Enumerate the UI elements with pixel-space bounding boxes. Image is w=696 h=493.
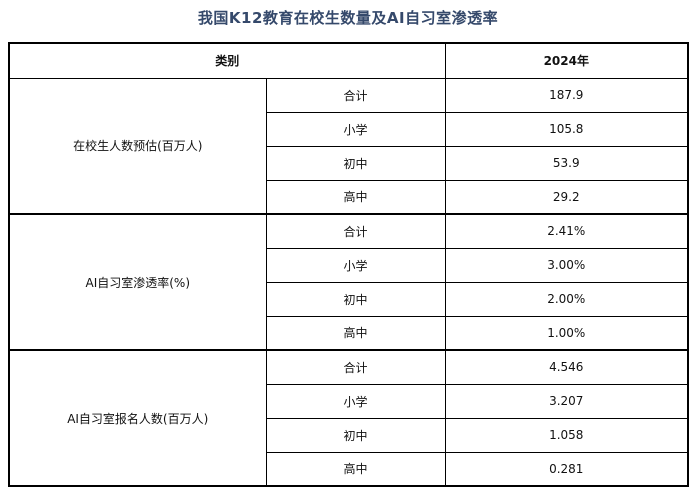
row-label-cell: 合计 [265, 213, 446, 249]
table-row: AI自习室报名人数(百万人) 合计 4.546 [8, 349, 689, 487]
table-row: 高中 29.2 [9, 179, 689, 215]
row-label-cell: 初中 [265, 417, 446, 453]
row-value-cell: 1.00% [444, 315, 689, 351]
row-value-cell: 1.058 [444, 417, 689, 453]
k12-data-table: 类别 2024年 在校生人数预估(百万人) 合计 187.9 小学 105.8 … [8, 42, 690, 487]
row-label-cell: 合计 [265, 77, 446, 113]
row-value-cell: 2.00% [444, 281, 689, 317]
row-label-cell: 高中 [265, 451, 446, 487]
table-row: 高中 0.281 [9, 451, 689, 487]
row-label-cell: 小学 [265, 111, 446, 147]
row-label-cell: 初中 [265, 281, 446, 317]
table-row: 高中 1.00% [9, 315, 689, 351]
row-value-cell: 105.8 [444, 111, 689, 147]
category-cell-penetration: AI自习室渗透率(%) [8, 213, 267, 351]
table-row: 小学 3.00% [9, 247, 689, 283]
row-value-cell: 53.9 [444, 145, 689, 181]
row-value-cell: 4.546 [444, 349, 689, 385]
category-column-header: 类别 [8, 42, 446, 79]
page-title: 我国K12教育在校生数量及AI自习室渗透率 [197, 9, 499, 27]
table-row: 初中 2.00% [9, 281, 689, 317]
row-value-cell: 187.9 [444, 77, 689, 113]
row-label-cell: 小学 [265, 383, 446, 419]
header-row: 类别 2024年 [8, 42, 689, 79]
table-row: AI自习室渗透率(%) 合计 2.41% [8, 213, 689, 351]
row-label-cell: 合计 [265, 349, 446, 385]
row-value-cell: 3.207 [444, 383, 689, 419]
row-value-cell: 2.41% [444, 213, 689, 249]
table-row: 小学 3.207 [9, 383, 689, 419]
row-label-cell: 高中 [265, 315, 446, 351]
year-column-header: 2024年 [444, 42, 689, 79]
row-label-cell: 高中 [265, 179, 446, 215]
row-value-cell: 29.2 [444, 179, 689, 215]
row-value-cell: 3.00% [444, 247, 689, 283]
table-row: 初中 53.9 [9, 145, 689, 181]
row-value-cell: 0.281 [444, 451, 689, 487]
row-label-cell: 小学 [265, 247, 446, 283]
row-label-cell: 初中 [265, 145, 446, 181]
category-cell-enrollment: AI自习室报名人数(百万人) [8, 349, 267, 487]
table-row: 小学 105.8 [9, 111, 689, 147]
category-cell-students: 在校生人数预估(百万人) [8, 77, 267, 215]
table-row: 在校生人数预估(百万人) 合计 187.9 [8, 77, 689, 215]
table-row: 初中 1.058 [9, 417, 689, 453]
